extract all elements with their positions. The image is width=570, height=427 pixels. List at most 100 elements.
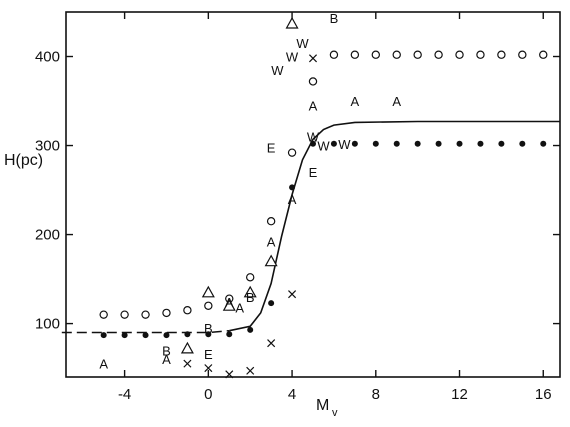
open-circle-point: [350, 50, 360, 59]
filled-dot-point: [414, 140, 421, 147]
filled-dot-point: [540, 140, 547, 147]
trend-curve-solid: [229, 120, 560, 332]
open-circle-point: [162, 308, 171, 318]
cross-stroke: [246, 366, 255, 375]
trend-curve-dashed: [61, 329, 230, 334]
open-circle-point: [266, 217, 276, 226]
letter-point: B: [162, 343, 171, 358]
open-circle-point: [392, 50, 401, 59]
letter-point: W: [296, 36, 309, 51]
open-circle-point: [329, 50, 339, 59]
filled-dot-point: [247, 326, 254, 333]
letter-point: A: [267, 235, 276, 250]
open-circle-point: [497, 50, 506, 59]
cross-point: [225, 370, 234, 379]
letter-point: A: [162, 352, 171, 367]
letter-point: W: [338, 137, 351, 152]
letter-point: A: [392, 94, 401, 109]
open-circle-point: [99, 310, 108, 319]
filled-dot-point: [268, 300, 275, 307]
open-circle-point: [413, 50, 422, 59]
cross-stroke: [288, 290, 297, 299]
y-tick-label: 200: [35, 227, 60, 244]
open-circle-point: [141, 310, 150, 319]
y-axis-label: H(pc): [4, 152, 43, 169]
letter-point: W: [307, 130, 320, 145]
x-tick-label: 8: [372, 386, 380, 403]
x-tick-label: -4: [118, 386, 131, 403]
filled-dot-point: [289, 184, 296, 191]
letter-point: W: [317, 139, 330, 154]
filled-dot-point: [226, 331, 233, 338]
triangle-point: [201, 285, 215, 298]
open-circle-point: [204, 301, 213, 310]
filled-dot-point: [477, 140, 484, 147]
filled-dot-point: [435, 140, 442, 147]
letter-point: E: [309, 165, 318, 180]
axis-ticks: -4 0 4 8 12 16 100 200 300 400: [35, 12, 560, 403]
filled-dot-point: [142, 332, 149, 339]
y-tick-label: 100: [35, 316, 60, 333]
filled-dot-point: [184, 331, 191, 338]
letter-point: A: [309, 98, 318, 113]
cross-point: [308, 54, 318, 63]
open-circle-point: [183, 306, 192, 315]
triangle-point: [180, 341, 194, 354]
x-tick-label: 16: [535, 386, 552, 403]
open-circle-point: [476, 50, 485, 59]
filled-dot-point: [456, 140, 463, 147]
x-tick-label: 12: [451, 386, 468, 403]
x-tick-label: 4: [288, 386, 296, 403]
filled-dot-point: [310, 140, 316, 147]
letter-point: A: [351, 94, 360, 109]
filled-dot-point: [121, 332, 128, 339]
y-tick-label: 400: [35, 49, 60, 66]
open-circle-point: [308, 77, 318, 86]
cross-stroke: [183, 359, 192, 368]
letter-point: B: [204, 321, 213, 336]
open-circle-point: [434, 50, 443, 59]
triangle-point: [285, 16, 299, 29]
letter-point: E: [267, 140, 276, 155]
x-axis-label-subscript: v: [332, 407, 338, 419]
filled-dot-point: [393, 140, 400, 147]
cross-stroke: [204, 364, 213, 373]
cross-point: [183, 359, 192, 368]
plot-frame: [65, 11, 561, 378]
cross-stroke: [267, 339, 276, 348]
filled-dot-point: [498, 140, 505, 147]
letter-point: A: [288, 192, 297, 207]
open-circle-point: [539, 50, 548, 59]
cross-point: [288, 290, 297, 299]
letter-point: A: [235, 301, 244, 316]
filled-dot-point: [163, 332, 170, 339]
open-circle-point: [455, 50, 464, 59]
x-axis-label: M: [316, 397, 329, 414]
cross-stroke: [225, 370, 234, 379]
filled-dot-point: [351, 140, 358, 147]
triangle-point: [222, 299, 236, 311]
open-circle-point: [246, 273, 255, 282]
open-circle-point: [371, 50, 380, 59]
cross-point: [267, 339, 276, 348]
filled-dot-point: [100, 332, 107, 339]
letter-point: W: [271, 63, 284, 78]
x-tick-label: 0: [204, 386, 212, 403]
filled-dot-point: [205, 331, 212, 338]
letter-point: B: [330, 11, 339, 26]
triangle-point: [264, 254, 278, 267]
trend-curve: [61, 120, 560, 334]
filled-dot-point: [330, 140, 337, 147]
letter-point: B: [246, 290, 255, 305]
filled-dot-point: [519, 140, 526, 147]
cross-point: [204, 364, 213, 373]
y-tick-label: 300: [35, 138, 60, 155]
open-circle-point: [287, 148, 297, 157]
open-circle-point: [518, 50, 527, 59]
letter-point: W: [286, 50, 299, 65]
cross-point: [246, 366, 255, 375]
letter-point: E: [204, 347, 213, 362]
